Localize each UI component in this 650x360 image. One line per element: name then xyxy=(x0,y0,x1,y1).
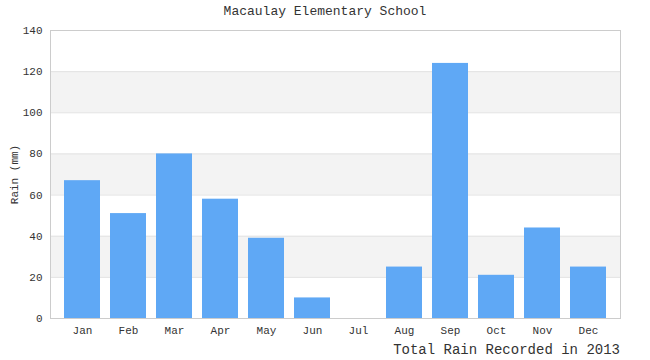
svg-text:Nov: Nov xyxy=(533,325,553,337)
svg-text:100: 100 xyxy=(23,107,43,119)
svg-text:60: 60 xyxy=(29,190,42,202)
svg-text:20: 20 xyxy=(29,272,42,284)
html-text:Macaulay Elementary School: Macaulay Elementary School xyxy=(223,4,427,19)
svg-text:Dec: Dec xyxy=(579,325,599,337)
svg-text:140: 140 xyxy=(23,25,43,37)
svg-text:Sep: Sep xyxy=(441,325,461,337)
svg-text:Rain (mm): Rain (mm) xyxy=(9,145,21,204)
html-text:Total Rain Recorded in 2013: Total Rain Recorded in 2013 xyxy=(393,342,620,358)
svg-text:May: May xyxy=(257,325,277,337)
svg-text:120: 120 xyxy=(23,66,43,78)
svg-text:Jun: Jun xyxy=(303,325,323,337)
svg-text:Mar: Mar xyxy=(165,325,185,337)
svg-text:Jan: Jan xyxy=(73,325,93,337)
svg-text:Apr: Apr xyxy=(211,325,231,337)
svg-text:Jul: Jul xyxy=(349,325,369,337)
svg-text:40: 40 xyxy=(29,231,42,243)
svg-text:Aug: Aug xyxy=(395,325,415,337)
svg-text:Feb: Feb xyxy=(119,325,139,337)
svg-text:Oct: Oct xyxy=(487,325,507,337)
svg-text:80: 80 xyxy=(29,148,42,160)
svg-text:0: 0 xyxy=(36,313,43,325)
